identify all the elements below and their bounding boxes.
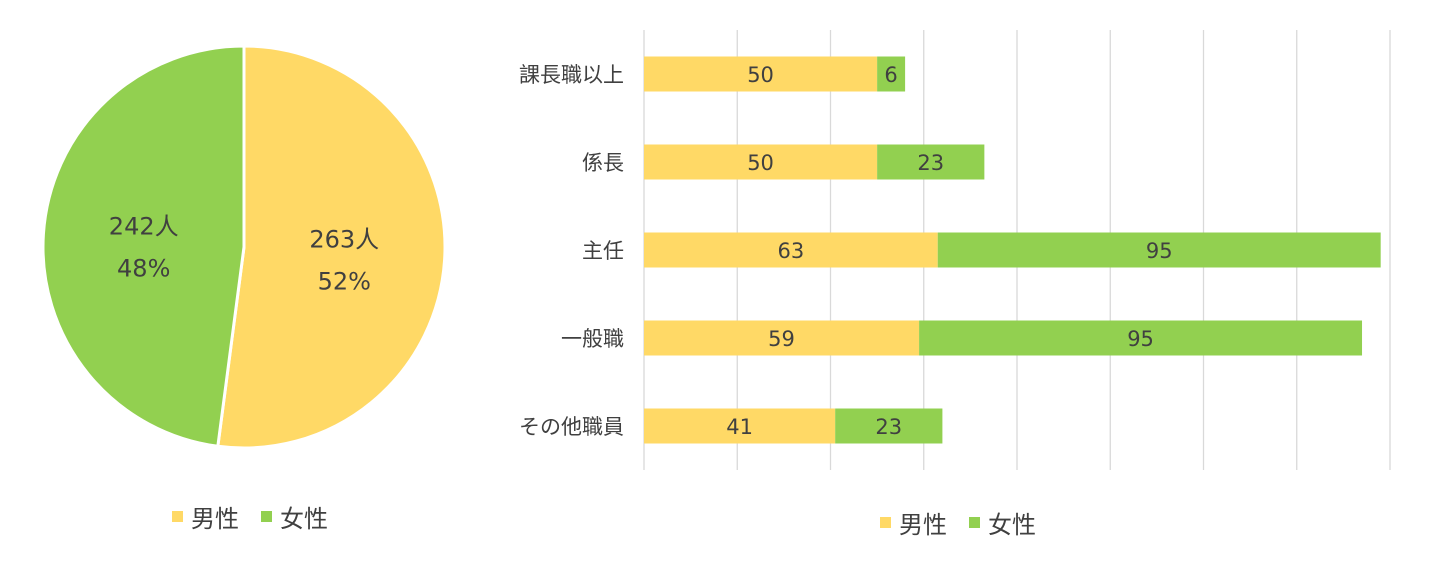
category-label: 係長 — [582, 151, 624, 175]
bar-value-label-female: 23 — [917, 151, 944, 175]
bar-segment-male — [644, 232, 938, 268]
bar-segment-male — [644, 408, 836, 444]
category-label: 主任 — [582, 239, 624, 263]
category-label: 一般職 — [561, 327, 624, 351]
pie-chart: 263人 52% 242人 48% — [41, 44, 447, 450]
category-label: 課長職以上 — [519, 63, 624, 87]
category-label: その他職員 — [519, 415, 624, 439]
bar-value-label-female: 95 — [1127, 327, 1154, 351]
bar-legend-label-male: 男性 — [899, 511, 947, 539]
bar-value-label-male: 50 — [747, 151, 774, 175]
pie-legend-swatch-male — [172, 511, 183, 522]
bar-legend-item-female: 女性 — [969, 505, 1036, 540]
pie-legend-label-male: 男性 — [191, 505, 239, 533]
bar-segment-female — [877, 56, 906, 92]
pie-legend-item-female: 女性 — [261, 499, 328, 534]
bar-segment-male — [644, 320, 920, 356]
bar-legend: 男性 女性 — [880, 505, 1058, 540]
pie-slice-female-percent-label: 48% — [117, 254, 170, 282]
pie-slice-male — [216, 44, 447, 450]
bar-segment-female — [937, 232, 1381, 268]
bar-value-label-male: 41 — [726, 415, 753, 439]
bar-legend-label-female: 女性 — [988, 511, 1036, 539]
bar-value-label-male: 63 — [778, 239, 805, 263]
pie-legend-swatch-female — [261, 511, 272, 522]
pie-legend: 男性 女性 — [172, 499, 350, 534]
pie-legend-item-male: 男性 — [172, 499, 239, 534]
bar-segment-male — [644, 56, 878, 92]
bar-segment-male — [644, 144, 878, 180]
bar-value-label-female: 6 — [884, 63, 897, 87]
bar-segment-female — [877, 144, 985, 180]
pie-slice-male-count-label: 263人 — [309, 226, 379, 254]
bar-legend-item-male: 男性 — [880, 505, 947, 540]
bar-value-label-female: 23 — [875, 415, 902, 439]
bar-segment-female — [835, 408, 943, 444]
bar-value-label-male: 59 — [768, 327, 795, 351]
pie-slice-female-count-label: 242人 — [109, 212, 179, 240]
pie-legend-label-female: 女性 — [280, 505, 328, 533]
bar-legend-swatch-male — [880, 517, 891, 528]
bar-value-label-female: 95 — [1146, 239, 1173, 263]
pie-slice-male-percent-label: 52% — [318, 268, 371, 296]
bar-legend-swatch-female — [969, 517, 980, 528]
pie-slice-female — [41, 44, 246, 448]
bar-value-label-male: 50 — [747, 63, 774, 87]
bar-segment-female — [919, 320, 1363, 356]
bar-chart: 課長職以上 50 6 係長 50 23 主任 63 95 一般職 59 95 その他職員 41 23 — [519, 30, 1391, 470]
